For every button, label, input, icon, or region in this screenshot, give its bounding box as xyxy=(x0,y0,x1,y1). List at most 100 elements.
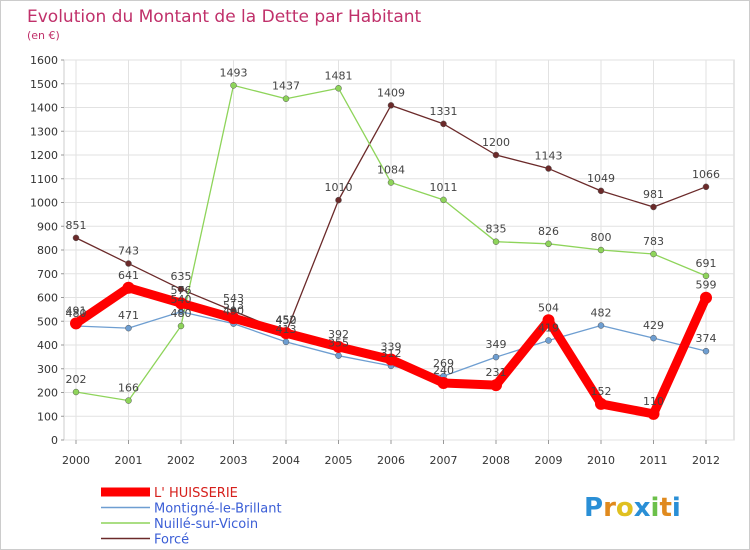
x-tick-label: 2005 xyxy=(325,454,353,467)
series-1-data-label: 374 xyxy=(696,332,717,345)
series-3-data-label: 635 xyxy=(171,270,192,283)
series-2-point xyxy=(335,85,342,92)
legend-label-1: Montigné-le-Brillant xyxy=(154,502,282,517)
y-tick-label: 0 xyxy=(51,434,58,447)
series-0-point xyxy=(227,312,240,325)
series-2-point xyxy=(230,82,237,89)
series-3-data-label: 1049 xyxy=(587,172,615,185)
series-0-data-label: 491 xyxy=(66,304,87,317)
x-tick-label: 2001 xyxy=(115,454,143,467)
y-tick-label: 900 xyxy=(37,220,58,233)
series-3-point xyxy=(650,203,657,211)
x-tick-label: 2003 xyxy=(220,454,248,467)
series-2-point xyxy=(177,322,185,330)
series-2-data-label: 783 xyxy=(643,235,664,248)
series-1-data-label: 429 xyxy=(643,319,664,332)
series-0-data-label: 231 xyxy=(486,366,507,379)
y-tick-label: 200 xyxy=(37,387,58,400)
series-2-point xyxy=(125,397,132,404)
logo-letter: x xyxy=(634,493,651,523)
logo-letter: t xyxy=(659,493,671,523)
series-3-data-label: 981 xyxy=(643,188,664,201)
series-3-data-label: 543 xyxy=(223,292,244,305)
series-3-point xyxy=(335,196,342,204)
series-3-point xyxy=(387,102,395,109)
series-1-data-label: 480 xyxy=(66,307,87,320)
series-2-data-label: 691 xyxy=(696,257,717,270)
x-tick-label: 2008 xyxy=(482,454,510,467)
series-3-point xyxy=(597,187,605,195)
x-tick-label: 2007 xyxy=(430,454,458,467)
series-1-data-label: 540 xyxy=(171,293,192,306)
x-tick-label: 2002 xyxy=(167,454,195,467)
y-tick-label: 1600 xyxy=(30,54,58,67)
series-0-point xyxy=(700,291,712,304)
series-0-point xyxy=(647,407,660,420)
series-2-data-label: 800 xyxy=(591,231,612,244)
series-0-data-label: 152 xyxy=(591,385,612,398)
y-axis-ticks: 0 100 200 300 400 500 600 700 800 900 1000 1100 1200… xyxy=(30,54,64,447)
series-3-point xyxy=(177,285,185,293)
series-2-point xyxy=(650,250,657,258)
legend-label-0: L' HUISSERIE xyxy=(154,486,238,501)
series-1-point xyxy=(335,352,342,359)
y-tick-label: 500 xyxy=(37,315,58,328)
series-0-data-label: 110 xyxy=(643,395,664,408)
series-0-point xyxy=(175,297,187,310)
series-2-data-label: 1481 xyxy=(325,69,353,82)
x-tick-label: 2012 xyxy=(692,454,720,467)
y-tick-label: 400 xyxy=(37,339,58,352)
series-2-data-label: 1011 xyxy=(430,181,458,194)
series-0-data-label: 504 xyxy=(538,301,559,314)
series-1-data-label: 413 xyxy=(276,323,297,336)
x-tick-label: 2006 xyxy=(377,454,405,467)
series-1-data-label: 419 xyxy=(538,321,559,334)
series-3-data-label: 1066 xyxy=(692,168,720,181)
series-2-data-label: 1437 xyxy=(272,80,300,93)
series-2-data-label: 835 xyxy=(486,223,507,236)
y-tick-label: 1400 xyxy=(30,102,58,115)
chart-title: Evolution du Montant de la Dette par Hab… xyxy=(27,7,422,27)
series-1-point xyxy=(282,338,290,346)
series-0-data-label: 599 xyxy=(696,279,717,292)
legend-label-3: Forcé xyxy=(154,533,189,548)
x-tick-label: 2010 xyxy=(587,454,615,467)
series-3-data-label: 1010 xyxy=(325,181,353,194)
series-group xyxy=(70,82,712,420)
y-tick-label: 1300 xyxy=(30,125,58,138)
series-3-point xyxy=(72,234,80,242)
series-3-point xyxy=(492,151,500,159)
series-3-data-label: 452 xyxy=(276,314,297,327)
y-tick-label: 1200 xyxy=(30,149,58,162)
legend: L' HUISSERIEMontigné-le-BrillantNuillé-s… xyxy=(101,486,282,548)
y-tick-label: 300 xyxy=(37,363,58,376)
series-0-point xyxy=(332,340,345,353)
series-1-data-label: 349 xyxy=(486,338,507,351)
series-1-data-label: 355 xyxy=(328,337,349,350)
x-axis-ticks: 2000 2001 2002 2003 2004 2005 2006 2007 2008 2009… xyxy=(62,440,720,467)
grid xyxy=(64,59,734,441)
series-3-point xyxy=(545,165,552,172)
series-2-point xyxy=(597,246,605,254)
y-tick-label: 100 xyxy=(37,410,58,423)
logo-letter: i xyxy=(672,493,681,523)
series-3-data-label: 1143 xyxy=(535,150,563,163)
logo-letter: r xyxy=(603,493,616,523)
series-3-data-label: 1200 xyxy=(482,136,510,149)
series-0-point xyxy=(70,317,82,330)
series-0-point xyxy=(490,379,502,392)
series-3-data-label: 743 xyxy=(118,245,139,258)
series-1-point xyxy=(702,347,710,355)
series-1-data-label: 312 xyxy=(381,347,402,360)
series-3-data-label: 851 xyxy=(66,219,87,232)
series-0-data-label: 641 xyxy=(118,269,139,282)
series-2-data-label: 480 xyxy=(171,307,192,320)
proxiti-logo: Proxiti xyxy=(584,493,681,523)
data-labels: 851 743 635 543 452 1010 1409 1331 1200 1143 1049 9… xyxy=(66,66,721,407)
x-tick-label: 2011 xyxy=(640,454,668,467)
series-1-point xyxy=(650,334,657,342)
logo-letter: i xyxy=(651,493,660,523)
y-tick-label: 1000 xyxy=(30,197,58,210)
